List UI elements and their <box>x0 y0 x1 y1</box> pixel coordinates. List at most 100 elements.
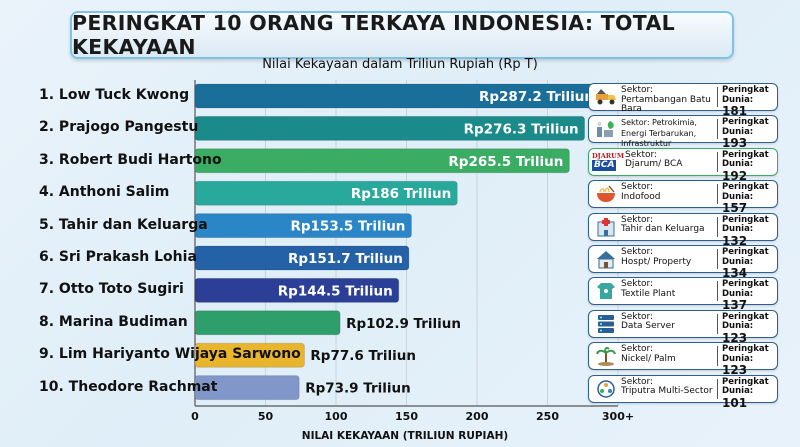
sector-text: Sektor: Indofood <box>621 182 713 202</box>
world-rank: Peringkat Dunia: 123 <box>722 344 778 378</box>
rank-label: Peringkat Dunia: <box>722 182 769 202</box>
energy-plant-icon <box>595 119 617 139</box>
sector-value: Textile Plant <box>621 288 676 299</box>
sector-text: Sektor: Tahir dan Keluarga <box>621 214 713 235</box>
hospital-icon <box>595 217 617 237</box>
rank-value: 192 <box>722 168 748 183</box>
x-tick-label: 250 <box>536 410 559 423</box>
x-tick-label: 150 <box>395 410 418 423</box>
bar <box>194 115 586 141</box>
card-divider <box>717 87 718 107</box>
card-divider <box>717 378 718 399</box>
x-axis-label: NILAI KEKAYAAN (TRILIUN RUPIAH) <box>301 430 509 442</box>
sector-text: Sektor: Hospt/ Property <box>621 247 713 267</box>
world-rank: Peringkat Dunia: 192 <box>722 149 778 183</box>
world-rank: Peringkat Dunia: 181 <box>722 85 778 118</box>
card-divider <box>717 151 718 172</box>
data-label: Rp186 Triliun <box>351 186 451 202</box>
category-label: 1. Low Tuck Kwong <box>39 87 190 103</box>
sector-value: Nickel/ Palm <box>621 353 676 364</box>
category-label: 3. Robert Budi Hartono <box>39 151 222 168</box>
category-label: 4. Anthoni Salim <box>39 184 170 201</box>
rank-label: Peringkat Dunia: <box>722 85 769 105</box>
world-rank: Peringkat Dunia: 193 <box>722 118 778 150</box>
card-divider <box>717 184 718 205</box>
world-rank: Peringkat Dunia: 137 <box>722 280 778 312</box>
sector-value: Djarum/ BCA <box>625 159 683 170</box>
server-icon <box>595 314 617 334</box>
title-banner: PERINGKAT 10 ORANG TERKAYA INDONESIA: TO… <box>70 11 734 59</box>
world-rank: Peringkat Dunia: 123 <box>722 311 778 345</box>
rank-label: Peringkat Dunia: <box>722 149 769 170</box>
category-label: 9. Lim Hariyanto Wijaya Sarwono <box>39 346 301 363</box>
sector-card: Sektor: Hospt/ Property Peringkat Dunia: 13… <box>588 245 778 280</box>
sector-text: Sektor: Pertambangan Batu Bara <box>621 85 713 115</box>
sector-label: Sektor: <box>621 182 654 193</box>
x-tick-label: 50 <box>258 410 274 423</box>
bar <box>194 213 412 239</box>
x-tick-label: 300+ <box>602 410 634 423</box>
rank-value: 123 <box>722 330 748 345</box>
sector-value: Tahir dan Keluarga <box>621 224 705 235</box>
world-rank: Peringkat Dunia: 134 <box>722 247 778 280</box>
category-label: 6. Sri Prakash Lohia <box>39 249 197 265</box>
djarum-logo-text: DJARUM <box>592 151 625 160</box>
sector-label: Sektor: <box>621 376 654 387</box>
x-tick-label: 100 <box>325 410 348 423</box>
card-divider <box>717 281 718 302</box>
data-label: Rp153.5 Triliun <box>290 219 405 235</box>
bar <box>194 245 410 271</box>
sector-label: Sektor: <box>621 214 654 225</box>
sector-label: Sektor: <box>621 279 654 290</box>
palm-icon <box>595 346 617 367</box>
sector-card: Sektor: Textile Plant Peringkat Dunia: 137 <box>588 277 778 312</box>
rank-label: Peringkat Dunia: <box>722 311 769 332</box>
bar <box>194 375 300 401</box>
data-label: Rp144.5 Triliun <box>278 283 393 299</box>
textile-icon <box>595 281 617 301</box>
rank-label: Peringkat Dunia: <box>722 279 769 299</box>
data-label: Rp102.9 Triliun <box>346 316 461 332</box>
category-label: 8. Marina Budiman <box>39 313 188 330</box>
multi-sector-icon <box>595 379 617 399</box>
sector-card: Sektor: Data Server Peringkat Dunia: 123 <box>588 309 778 344</box>
data-label: Rp73.9 Triliun <box>305 381 411 397</box>
sector-label: Sektor: <box>625 149 658 160</box>
bar <box>194 180 458 206</box>
world-rank: Peringkat Dunia: 101 <box>722 377 778 410</box>
sector-text: Sektor: Djarum/ BCA <box>625 149 717 170</box>
card-divider <box>717 249 718 269</box>
sector-card: Sektor: Nickel/ Palm Peringkat Dunia: 123 <box>588 342 778 377</box>
rank-value: 134 <box>722 266 748 280</box>
rank-label: Peringkat Dunia: <box>722 247 769 267</box>
data-label: Rp276.3 Triliun <box>464 121 579 137</box>
sector-card: Sektor: Pertambangan Batu Bara Peringkat D… <box>588 83 778 118</box>
sector-card: Sektor: Triputra Multi-Sector Peringkat Du… <box>588 374 778 409</box>
sector-card: Sektor: Indofood Peringkat Dunia: 157 <box>588 180 778 215</box>
bar <box>194 310 341 336</box>
rank-value: 123 <box>722 363 748 378</box>
bar <box>194 342 305 368</box>
sector-text: Sektor: Nickel/ Palm <box>621 344 713 364</box>
sector-card: Sektor: Petrokimia, Energi Terbarukan, I… <box>588 115 778 150</box>
rank-value: 132 <box>722 233 748 248</box>
sector-value: Hospt/ Property <box>621 256 692 267</box>
sector-text: Sektor: Petrokimia, Energi Terbarukan, I… <box>621 118 713 150</box>
card-divider <box>717 346 718 367</box>
bca-logo-text: BCA <box>592 159 617 171</box>
rank-label: Peringkat Dunia: <box>722 117 769 137</box>
chart-subtitle: Nilai Kekayaan dalam Triliun Rupiah (Rp … <box>262 57 538 72</box>
sector-label: Sektor: <box>621 247 654 257</box>
bar <box>194 277 400 303</box>
bar <box>194 148 570 174</box>
djarum-bca-logo: DJARUM BCA <box>592 151 625 172</box>
card-divider <box>717 313 718 334</box>
rank-value: 193 <box>722 136 748 151</box>
x-tick-label: 200 <box>466 410 489 423</box>
rank-value: 137 <box>722 298 748 313</box>
rank-value: 101 <box>722 395 748 410</box>
category-label: 10. Theodore Rachmat <box>39 378 218 395</box>
chart-title: PERINGKAT 10 ORANG TERKAYA INDONESIA: TO… <box>72 11 676 59</box>
world-rank: Peringkat Dunia: 157 <box>722 182 778 215</box>
